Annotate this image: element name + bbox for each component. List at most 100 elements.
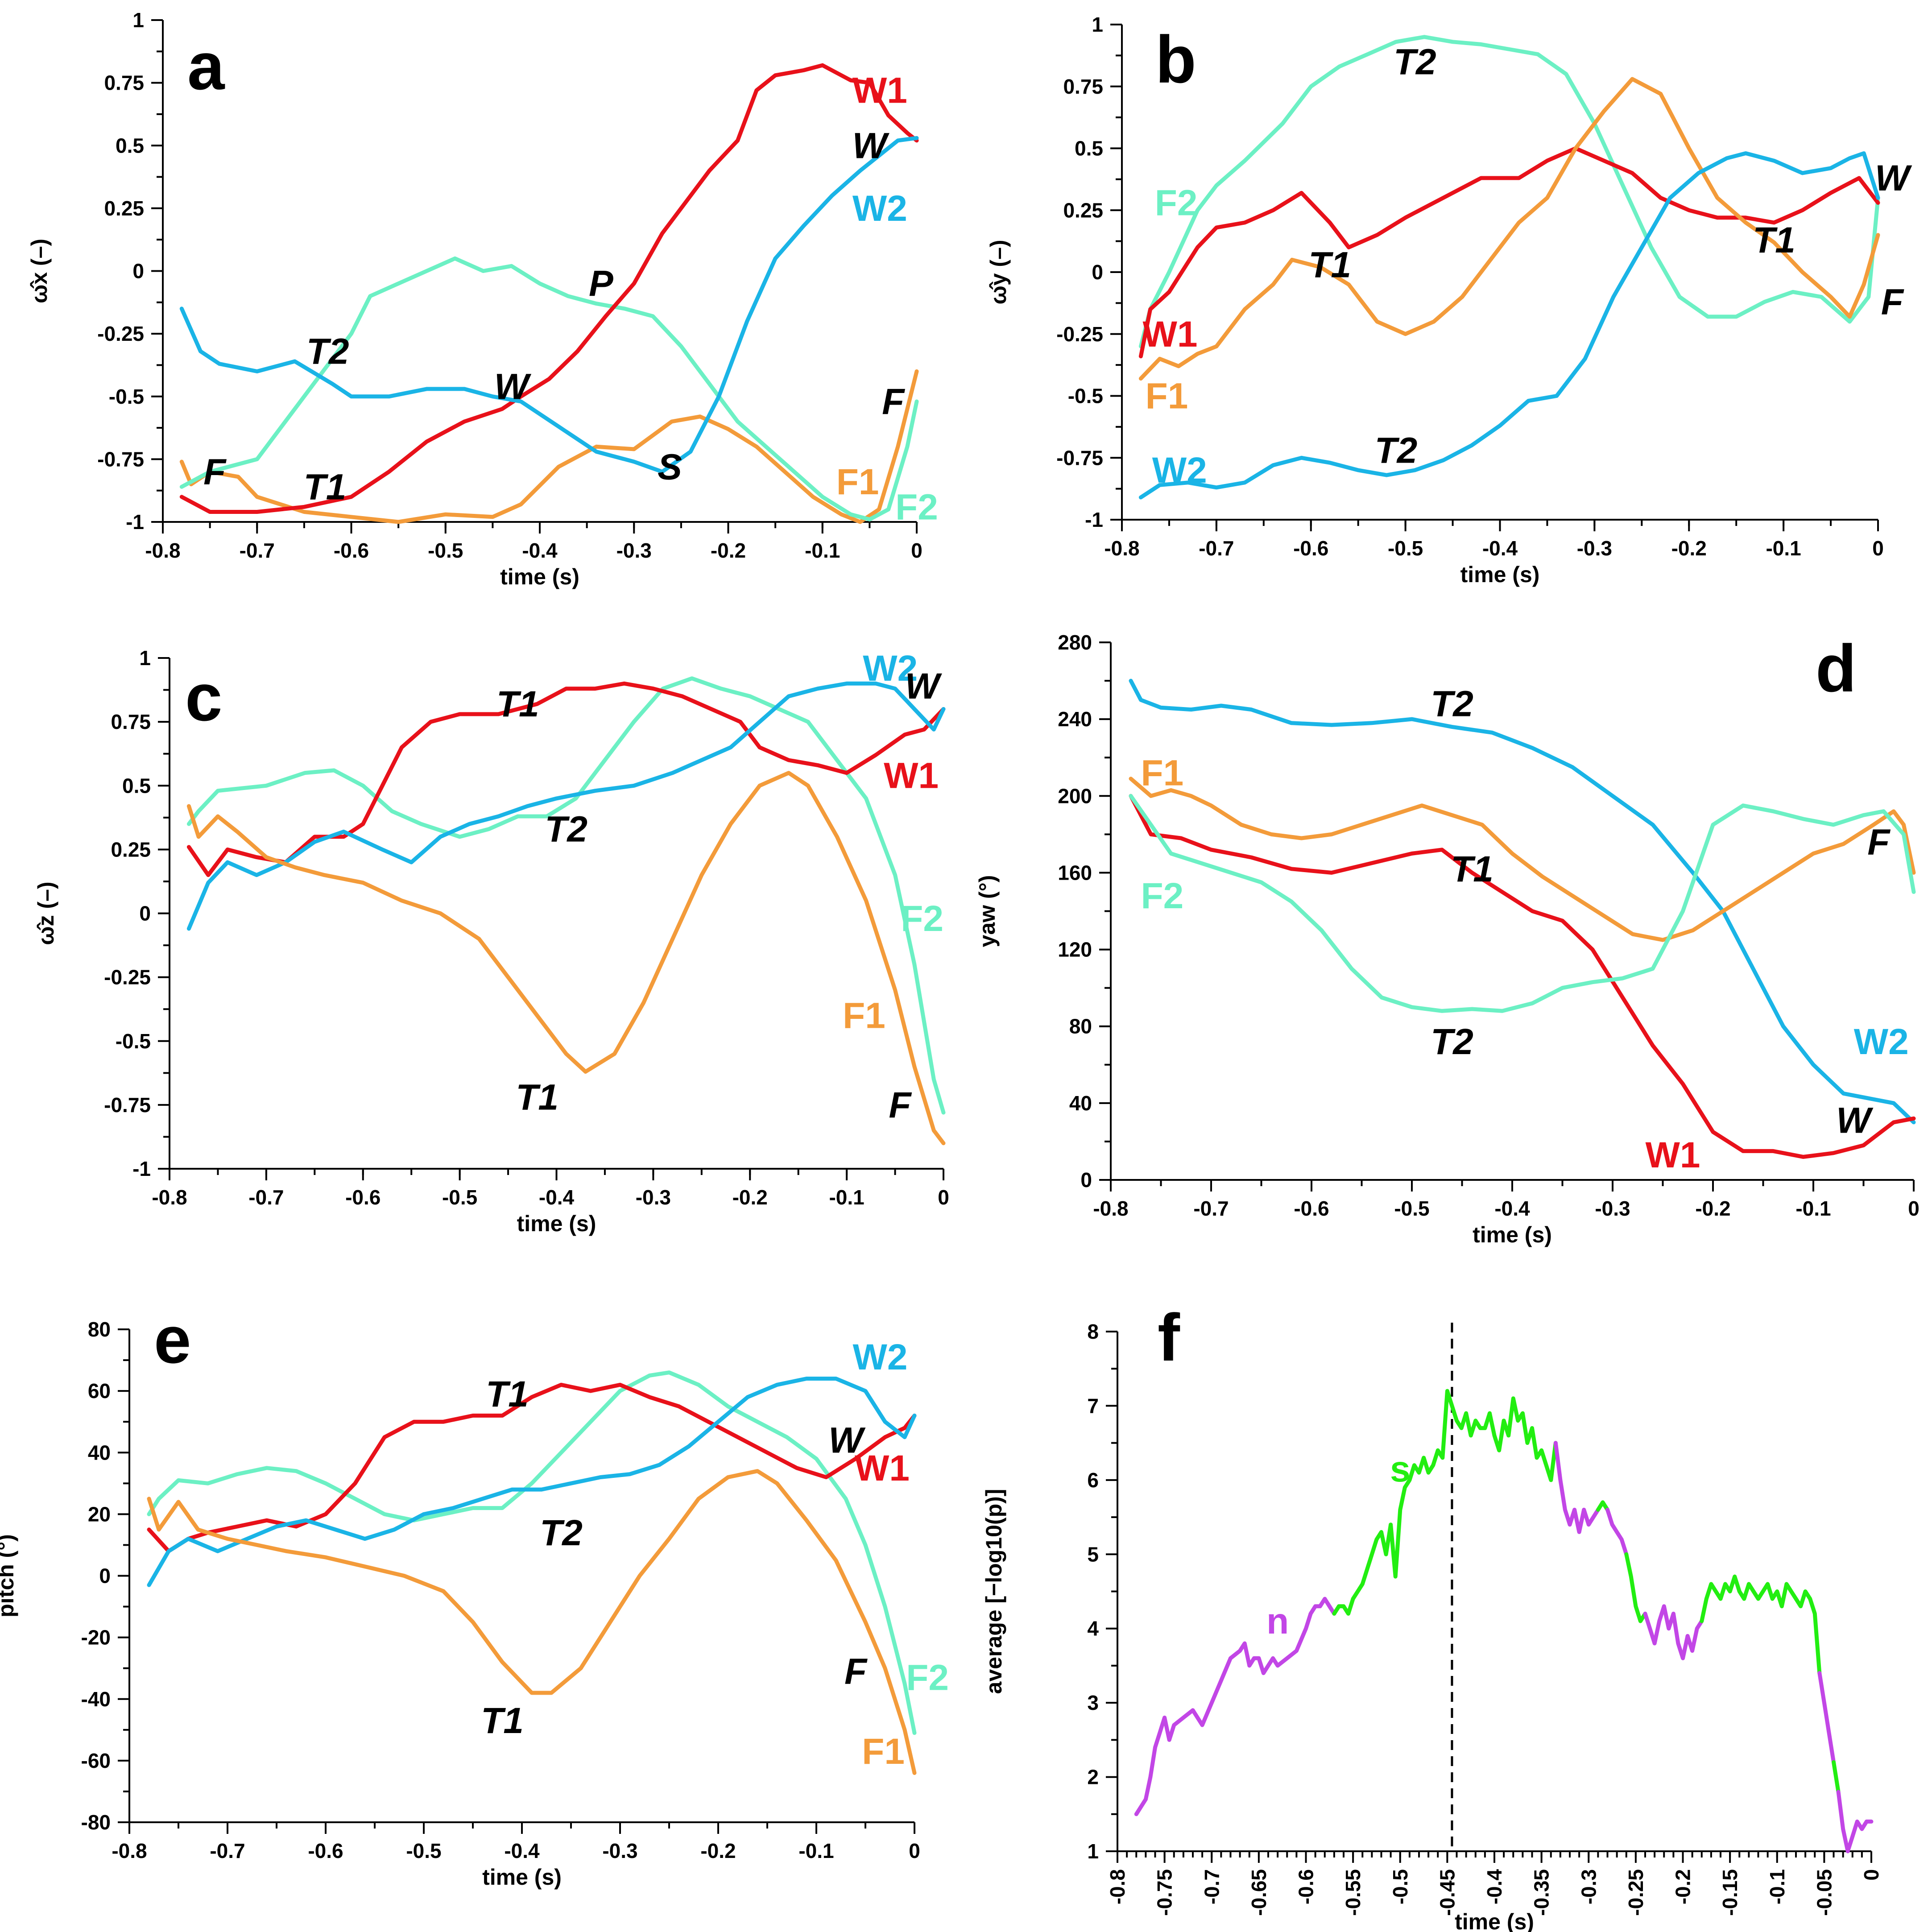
x-tick-label: -0.35 [1530, 1869, 1553, 1916]
panel-e: -0.8 -0.7 -0.6 -0.5 -0.4 -0.3 -0.2 -0.1 0 -80 -60 -… [0, 1302, 949, 1890]
x-tick-label: -0.4 [1494, 1197, 1530, 1220]
y-tick-label: -0.75 [104, 1093, 151, 1117]
y-tick-label: -80 [81, 1811, 111, 1834]
series-line-W2 [186, 681, 946, 931]
x-tick-label: -0.7 [1199, 537, 1234, 560]
x-tick-label: -0.15 [1718, 1869, 1742, 1916]
y-axis-label: ω̂z (–) [33, 881, 58, 945]
x-tick-label: -0.6 [345, 1186, 381, 1209]
series-annotation: W2 [863, 648, 918, 689]
y-tick-label: -1 [126, 510, 144, 534]
y-tick-label: -0.25 [1056, 323, 1103, 346]
series-line-W2 [1138, 151, 1880, 500]
x-tick-label: -0.8 [145, 539, 180, 562]
x-tick-label: -0.5 [1388, 537, 1423, 560]
series-annotation: W [1875, 158, 1912, 199]
series-line-F1 [1138, 77, 1880, 381]
series-annotation: F2 [895, 487, 938, 527]
series-annotation: F1 [1141, 753, 1184, 794]
y-tick-label: 0.25 [111, 838, 151, 861]
y-tick-label: 20 [88, 1502, 111, 1526]
series-line-F1 [1129, 777, 1916, 942]
series-line-W2 [1129, 678, 1916, 1125]
series-line-n6 [1836, 1790, 1874, 1853]
y-axis-label: ω̂x (–) [27, 239, 52, 303]
series-annotation: W [852, 125, 890, 166]
series-line-n3 [1605, 1507, 1629, 1556]
series-line-s4 [1700, 1574, 1822, 1676]
x-tick-label: -0.5 [1394, 1197, 1429, 1220]
series-line-W1 [179, 63, 919, 514]
series-line-s5 [1832, 1760, 1841, 1794]
series-annotation: T1 [1753, 220, 1795, 261]
y-axis-label: ω̂y (–) [986, 240, 1011, 304]
x-tick-label: -0.6 [1294, 1197, 1329, 1220]
y-tick-label: -0.5 [109, 385, 144, 408]
y-tick-label: 40 [88, 1441, 111, 1464]
series-annotation: F1 [862, 1731, 905, 1772]
x-tick-label: 0 [938, 1186, 949, 1209]
x-axis-label: time (s) [1473, 1222, 1552, 1247]
series-line-F2 [147, 1370, 917, 1735]
series-line-F1 [147, 1469, 917, 1775]
series-line-W1 [147, 1382, 917, 1553]
series-annotation: F [203, 452, 227, 492]
x-tick-label: 0 [911, 539, 923, 562]
x-tick-label: 0 [1872, 537, 1884, 560]
panel-letter: b [1155, 22, 1196, 97]
y-tick-label: 6 [1087, 1469, 1099, 1492]
x-tick-label: -0.7 [1200, 1869, 1223, 1904]
y-tick-label: 0.5 [1075, 137, 1103, 160]
x-tick-label: -0.4 [1483, 1869, 1506, 1905]
x-tick-label: -0.2 [700, 1839, 736, 1862]
y-tick-label: 3 [1087, 1691, 1099, 1714]
x-tick-label: -0.5 [406, 1839, 441, 1862]
x-tick-label: -0.1 [1766, 537, 1801, 560]
panel-b: -0.8 -0.7 -0.6 -0.5 -0.4 -0.3 -0.2 -0.1 0 -1 -0.75… [986, 13, 1912, 587]
x-tick-label: -0.4 [1482, 537, 1518, 560]
series-annotation: W2 [1854, 1022, 1909, 1062]
series-annotation: T2 [306, 331, 349, 372]
y-tick-label: 0 [1092, 261, 1103, 284]
y-tick-label: 1 [132, 8, 144, 32]
y-tick-label: 0 [99, 1564, 111, 1588]
series-annotation: T1 [303, 467, 346, 507]
y-tick-label: 280 [1058, 631, 1092, 654]
series-annotation: F [1881, 282, 1904, 323]
y-tick-label: -0.25 [97, 322, 144, 345]
y-tick-label: -60 [81, 1749, 111, 1772]
y-tick-label: -0.5 [1068, 385, 1103, 408]
series-annotation: S [658, 447, 682, 487]
x-tick-label: -0.6 [1295, 1869, 1318, 1904]
series-line-F2 [1138, 35, 1880, 348]
panel-d: -0.8 -0.7 -0.6 -0.5 -0.4 -0.3 -0.2 -0.1 0 0 40 80 12… [975, 631, 1920, 1247]
x-tick-label: -0.45 [1436, 1869, 1459, 1916]
panel-c: -0.8 -0.7 -0.6 -0.5 -0.4 -0.3 -0.2 -0.1 0 -1 -0.75… [33, 646, 949, 1236]
series-annotation: F1 [836, 462, 879, 502]
y-tick-label: -40 [81, 1688, 111, 1711]
y-tick-label: 160 [1058, 861, 1092, 884]
x-tick-label: -0.4 [539, 1186, 575, 1209]
series-annotation: T2 [1394, 41, 1436, 82]
x-tick-label: -0.3 [602, 1839, 637, 1862]
series-line-n4 [1643, 1604, 1704, 1660]
series-annotation: T1 [1308, 244, 1351, 285]
series-annotation: T2 [540, 1513, 583, 1553]
x-tick-label: -0.75 [1153, 1869, 1176, 1916]
series-annotation: W1 [855, 1448, 910, 1489]
series-annotation: F [889, 1085, 912, 1125]
x-tick-label: -0.05 [1812, 1869, 1836, 1916]
series-line-W1 [1129, 794, 1916, 1159]
y-axis-label: yaw (°) [975, 875, 1000, 947]
y-tick-label: 0.5 [116, 134, 144, 157]
series-annotation: F2 [1141, 876, 1184, 916]
x-tick-label: -0.1 [798, 1839, 834, 1862]
series-line-n5 [1817, 1671, 1836, 1764]
x-tick-label: -0.3 [1577, 537, 1612, 560]
y-tick-label: 1 [1092, 13, 1103, 36]
x-tick-label: 0 [1908, 1197, 1920, 1220]
series-annotation: F [882, 381, 905, 422]
series-annotation: W1 [852, 70, 907, 111]
x-tick-label: -0.8 [1106, 1869, 1129, 1904]
x-tick-label: -0.1 [1795, 1197, 1831, 1220]
